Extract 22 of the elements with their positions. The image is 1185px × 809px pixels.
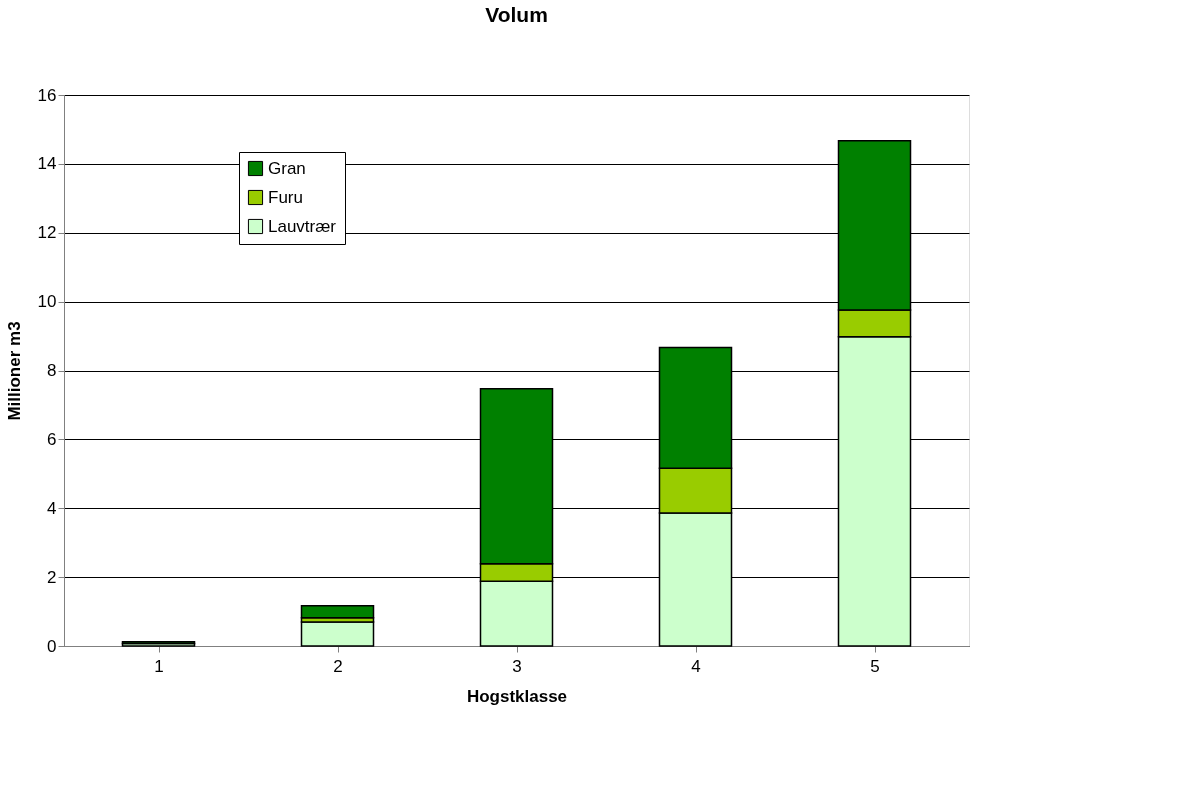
y-tick-label: 14	[37, 154, 57, 174]
x-tick-label: 1	[154, 656, 164, 676]
y-tick-label: 12	[37, 223, 57, 243]
y-tick-label: 6	[47, 429, 57, 449]
y-axis-title: Millioner m3	[4, 321, 24, 421]
x-tick-label: 5	[870, 656, 880, 676]
y-tick-label: 8	[47, 361, 57, 380]
bar	[300, 621, 375, 647]
y-tick-label: 0	[47, 636, 57, 656]
x-tick-label: 4	[691, 656, 701, 676]
y-tick-label: 2	[47, 567, 57, 587]
y-tick-label: 10	[37, 292, 57, 312]
legend-label: Furu	[268, 187, 303, 207]
x-tick-label: 2	[333, 656, 343, 676]
x-tick-label: 3	[512, 656, 522, 676]
y-tick-label: 16	[37, 85, 57, 105]
chart-title: Volum	[485, 3, 548, 26]
bar	[300, 604, 375, 619]
y-tick-label: 4	[47, 498, 57, 518]
x-axis-title: Hogstklasse	[466, 686, 568, 706]
legend-label: Gran	[268, 158, 306, 178]
legend-label: Lauvtrær	[268, 216, 337, 236]
